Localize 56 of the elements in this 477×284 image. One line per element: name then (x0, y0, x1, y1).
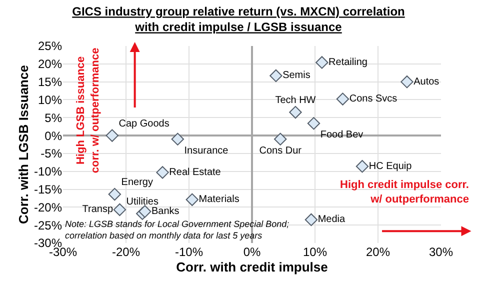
data-label: Cons Svcs (349, 94, 398, 105)
annotation: Note: LGSB stands for Local Government Special Bond; correlation based on monthly data for last 5 years (65, 219, 290, 241)
point (113, 203, 126, 216)
point (274, 132, 287, 146)
y-tick-label: 20% (38, 57, 62, 72)
data-label: Semis (282, 70, 310, 82)
y-tick-label: -15% (34, 182, 62, 196)
data-label: HC Equip (368, 160, 412, 172)
data-label: Food Bev (320, 129, 364, 140)
y-axis-title: Corr. with LGSB Issuance (16, 65, 31, 224)
data-label: Materials (198, 194, 240, 206)
data-label: Insurance (184, 145, 229, 156)
y-tick-label: -10% (34, 164, 62, 179)
x-tick-label: 0% (243, 245, 261, 259)
y-tick-label: -25% (34, 218, 62, 232)
annotation: High credit impulse corr. w/ outperformance (340, 179, 469, 206)
point (356, 160, 369, 173)
data-label: Transp (82, 204, 114, 216)
y-tick-label: 5% (44, 110, 62, 125)
chart-title: GICS industry group relative return (vs. MXCN) correlation with credit impulse / LGSB issuance (72, 4, 405, 34)
y-tick-label: 15% (38, 75, 62, 90)
data-label: Retailing (328, 56, 368, 68)
x-tick-label: 30% (428, 245, 454, 259)
point (108, 188, 122, 201)
data-label: Autos (414, 76, 440, 88)
x-tick-label: -10% (174, 245, 204, 259)
point (156, 166, 169, 179)
point (270, 69, 282, 82)
x-tick-label: -20% (112, 245, 140, 259)
x-tick-label: 10% (302, 245, 328, 259)
y-tick-label: -5% (40, 146, 62, 161)
data-label: Banks (152, 206, 180, 217)
x-tick-label: 20% (366, 245, 390, 259)
data-label: Cap Goods (118, 118, 170, 130)
y-tick-label: 10% (38, 92, 62, 107)
point (304, 213, 318, 226)
y-tick-label: 0% (44, 128, 62, 143)
y-tick-label: 25% (38, 39, 62, 54)
point (400, 75, 414, 88)
data-label: Media (318, 214, 346, 226)
point (186, 193, 198, 206)
data-label: Cons Dur (259, 145, 302, 156)
point (106, 129, 118, 142)
point (138, 205, 152, 218)
point (336, 92, 350, 106)
x-axis-title: Corr. with credit impulse (176, 260, 328, 275)
point (289, 106, 302, 119)
annotation: High LGSB issuance corr. w/ outperformance (75, 48, 102, 174)
data-label: Real Estate (169, 166, 222, 178)
y-tick-label: -20% (34, 200, 62, 214)
point (316, 56, 328, 69)
point (307, 117, 320, 130)
data-label: Tech HW (275, 95, 316, 106)
data-label: Energy (121, 177, 153, 188)
data-label: Utilities (126, 196, 158, 208)
point (171, 132, 184, 146)
